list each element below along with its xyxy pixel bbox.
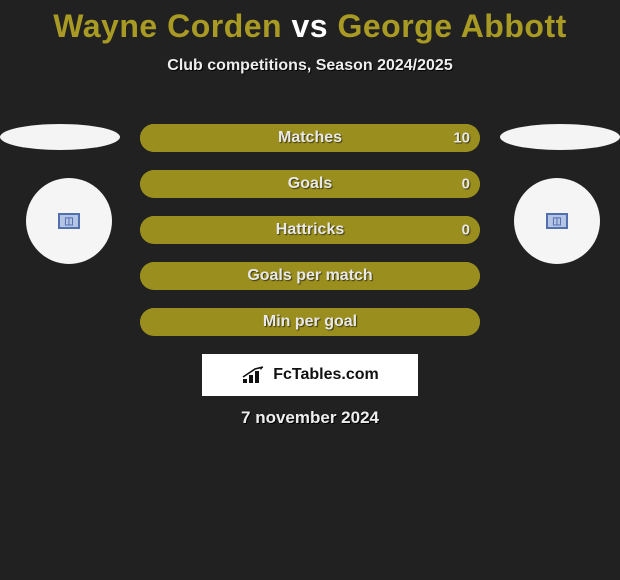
vs-label: vs [291, 8, 328, 44]
player1-badge-icon: ◫ [58, 213, 80, 229]
player2-avatar-circle: ◫ [514, 178, 600, 264]
comparison-bars: Matches 10 Goals 0 Hattricks 0 Goals per match… [140, 124, 480, 354]
left-header-ellipse [0, 124, 120, 150]
stat-row: Min per goal [140, 308, 480, 336]
player1-avatar-circle: ◫ [26, 178, 112, 264]
stat-row: Matches 10 [140, 124, 480, 152]
stat-label: Min per goal [263, 313, 357, 331]
fctables-logo-icon [241, 365, 269, 385]
stat-label: Goals per match [247, 267, 372, 285]
player2-badge-icon: ◫ [546, 213, 568, 229]
stat-value-right: 0 [462, 222, 470, 239]
stat-row: Goals per match [140, 262, 480, 290]
stat-fill-right [310, 170, 480, 198]
stat-row: Goals 0 [140, 170, 480, 198]
footer-date: 7 november 2024 [241, 408, 379, 428]
stat-row: Hattricks 0 [140, 216, 480, 244]
subtitle: Club competitions, Season 2024/2025 [0, 57, 620, 75]
right-header-ellipse [500, 124, 620, 150]
stat-label: Goals [288, 175, 332, 193]
stat-fill-left [140, 170, 310, 198]
player2-name: George Abbott [337, 8, 566, 44]
footer-logo-text: FcTables.com [273, 366, 379, 384]
stat-label: Matches [278, 129, 342, 147]
stat-label: Hattricks [276, 221, 344, 239]
player1-name: Wayne Corden [53, 8, 282, 44]
footer-logo-box: FcTables.com [202, 354, 418, 396]
page-title: Wayne Corden vs George Abbott [0, 0, 620, 45]
stat-value-right: 10 [453, 130, 470, 147]
stat-value-right: 0 [462, 176, 470, 193]
